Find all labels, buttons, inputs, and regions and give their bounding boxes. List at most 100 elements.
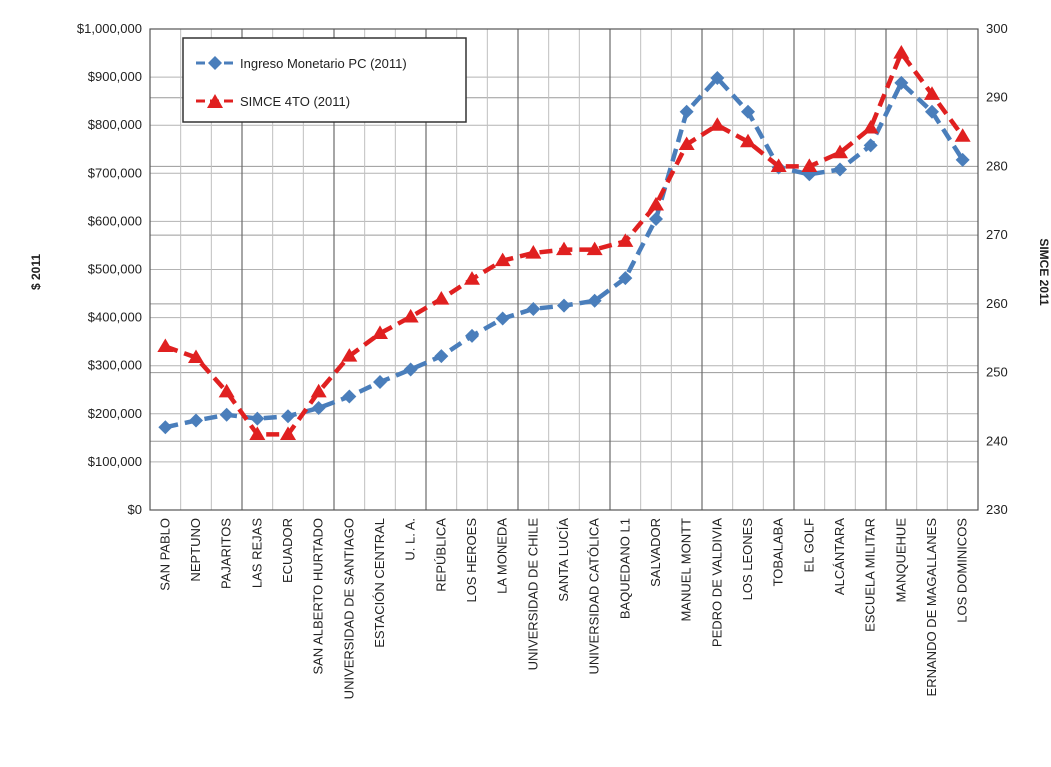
- x-tick-label: NEPTUNO: [188, 518, 203, 582]
- data-point-income: [311, 401, 326, 416]
- data-point-income: [894, 75, 909, 90]
- legend-marker-simce: [207, 94, 223, 108]
- data-point-simce: [893, 45, 910, 59]
- plot-area-frame: [149, 28, 979, 511]
- x-tick-label: ESTACIÓN CENTRAL: [372, 518, 387, 648]
- y-tick-label: $0: [128, 502, 142, 517]
- data-point-simce: [954, 128, 971, 142]
- series-lines: [157, 45, 971, 441]
- data-point-simce: [372, 325, 388, 340]
- data-point-simce: [801, 158, 818, 173]
- legend-marker-income: [208, 56, 222, 70]
- data-point-simce: [648, 196, 664, 211]
- x-tick-label: PEDRO DE VALDIVIA: [709, 518, 724, 647]
- x-tick-label: SALVADOR: [648, 518, 663, 587]
- y2-axis-title: SIMCE 2011: [1037, 238, 1051, 306]
- legend-label-income: Ingreso Monetario PC (2011): [240, 56, 407, 71]
- x-tick-label: MANUEL MONTT: [679, 518, 694, 622]
- data-point-simce: [433, 291, 450, 305]
- x-tick-label: UNIVERSIDAD DE SANTIAGO: [341, 518, 356, 699]
- y-tick-label: $300,000: [88, 358, 142, 373]
- x-tick-label: ECUADOR: [280, 518, 295, 583]
- category-labels: SAN PABLO NEPTUNO PAJARITOS LAS REJAS ECUADO…: [157, 518, 969, 700]
- data-point-simce: [525, 245, 542, 259]
- y-tick-label: $800,000: [88, 117, 142, 132]
- data-point-income: [495, 311, 510, 326]
- data-point-income: [373, 375, 387, 390]
- y-tick-label: $900,000: [88, 69, 142, 84]
- data-point-simce: [157, 338, 174, 353]
- x-tick-label: SAN ALBERTO HURTADO: [311, 518, 326, 675]
- y2-tick-label: 250: [986, 365, 1008, 380]
- x-tick-label: LOS LEONES: [740, 518, 755, 601]
- x-tick-label: SANTA LUCÍA: [556, 518, 571, 602]
- data-point-simce: [709, 117, 726, 131]
- data-point-income: [587, 293, 602, 308]
- right-axis-ticks: 230 240 250 260 270 280 290 300: [986, 21, 1008, 517]
- data-point-simce: [832, 144, 848, 159]
- y2-tick-label: 230: [986, 502, 1008, 517]
- data-point-income: [833, 162, 847, 177]
- data-point-simce: [280, 426, 296, 441]
- data-point-simce: [770, 158, 787, 173]
- left-axis-ticks: $0 $100,000 $200,000 $300,000 $400,000 $500,0…: [77, 21, 142, 517]
- y2-tick-label: 240: [986, 433, 1008, 448]
- y2-tick-label: 300: [986, 21, 1008, 36]
- data-point-income: [219, 407, 234, 422]
- data-point-income: [158, 420, 173, 435]
- legend: Ingreso Monetario PC (2011) SIMCE 4TO (2…: [182, 37, 467, 123]
- data-point-simce: [249, 426, 266, 441]
- data-point-simce: [494, 252, 511, 267]
- data-point-income: [434, 349, 449, 364]
- y-axis-title: $ 2011: [29, 254, 43, 290]
- data-point-income: [710, 71, 725, 86]
- y-tick-label: $600,000: [88, 213, 142, 228]
- x-tick-label: LOS DOMINICOS: [955, 518, 970, 623]
- data-point-income: [189, 413, 203, 428]
- data-point-income: [403, 362, 418, 377]
- x-tick-label: LAS REJAS: [249, 518, 264, 588]
- data-point-simce: [464, 271, 480, 285]
- y2-tick-label: 280: [986, 158, 1008, 173]
- data-point-income: [557, 298, 571, 313]
- x-tick-label: ESCUELA MILITAR: [863, 518, 878, 632]
- y2-tick-label: 290: [986, 90, 1008, 105]
- data-point-simce: [310, 383, 327, 398]
- data-point-income: [741, 104, 755, 119]
- y-tick-label: $500,000: [88, 262, 142, 277]
- x-tick-label: ERNANDO DE MAGALLANES: [924, 518, 939, 697]
- data-point-simce: [341, 348, 358, 362]
- x-tick-label: REPÚBLICA: [433, 518, 448, 592]
- data-point-simce: [586, 241, 603, 256]
- data-point-simce: [924, 86, 940, 100]
- x-tick-label: ALCÁNTARA: [832, 518, 847, 595]
- y-tick-label: $200,000: [88, 406, 142, 421]
- data-point-income: [649, 211, 663, 226]
- data-point-income: [955, 152, 970, 167]
- data-point-simce: [556, 241, 572, 256]
- data-point-income: [618, 271, 633, 286]
- x-tick-label: MANQUEHUE: [893, 518, 908, 603]
- data-point-income: [465, 328, 479, 343]
- data-point-income: [526, 301, 541, 316]
- y2-tick-label: 270: [986, 227, 1008, 242]
- data-point-simce: [218, 383, 235, 398]
- data-point-income: [342, 389, 357, 404]
- x-tick-label: U. L. A.: [403, 518, 418, 561]
- x-tick-label: LA MONEDA: [495, 518, 510, 594]
- legend-label-simce: SIMCE 4TO (2011): [240, 94, 350, 109]
- y-tick-label: $400,000: [88, 310, 142, 325]
- data-point-income: [281, 409, 295, 424]
- x-tick-label: SAN PABLO: [157, 518, 172, 591]
- data-point-simce: [402, 308, 419, 323]
- y-tick-label: $700,000: [88, 165, 142, 180]
- x-tick-label: PAJARITOS: [219, 518, 234, 589]
- x-tick-label: UNIVERSIDAD CATÓLICA: [587, 518, 602, 675]
- x-tick-label: EL GOLF: [801, 518, 816, 572]
- legend-box: [182, 37, 467, 123]
- x-tick-label: TOBALABA: [771, 518, 786, 587]
- data-point-income: [925, 104, 939, 119]
- data-point-simce: [740, 133, 756, 148]
